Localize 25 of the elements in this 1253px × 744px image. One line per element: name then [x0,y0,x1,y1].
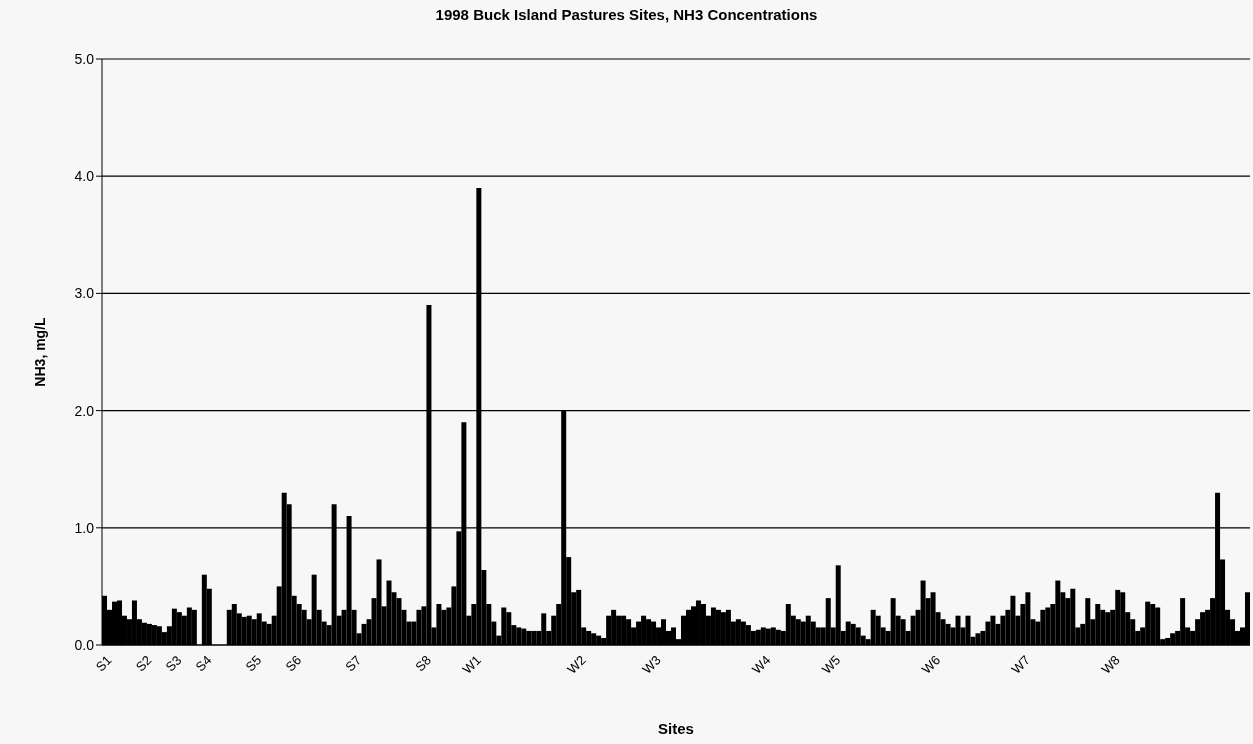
x-tick-label: W7 [1008,652,1034,677]
x-axis-title: Sites [658,720,694,737]
x-tick-label: S8 [412,652,435,675]
x-tick-label: W2 [564,652,589,677]
x-tick-label: S4 [192,652,215,675]
x-tick-label: S2 [132,652,155,675]
y-tick-label: 2.0 [74,402,95,419]
y-tick-label: 3.0 [74,285,95,302]
x-tick-label: S6 [282,652,305,675]
y-tick-label: 5.0 [74,50,95,67]
x-tick-label: S7 [342,652,365,675]
x-tick-label: W4 [749,652,774,677]
chart-title: 1998 Buck Island Pastures Sites, NH3 Concentrations [434,6,819,23]
x-tick-label: W6 [918,652,944,677]
y-tick-label: 0.0 [74,636,95,653]
y-tick-label: 1.0 [74,519,95,536]
x-tick-label: S3 [162,652,185,675]
x-tick-label: S1 [92,652,115,675]
x-tick-label: W1 [459,652,484,677]
x-tick-label: W8 [1098,652,1123,677]
x-tick-label: W3 [639,652,664,677]
x-tick-label: S5 [242,652,265,675]
y-axis-title: NH3, mg/L [31,316,48,387]
y-tick-label: 4.0 [74,168,95,185]
x-tick-label: W5 [818,652,844,677]
